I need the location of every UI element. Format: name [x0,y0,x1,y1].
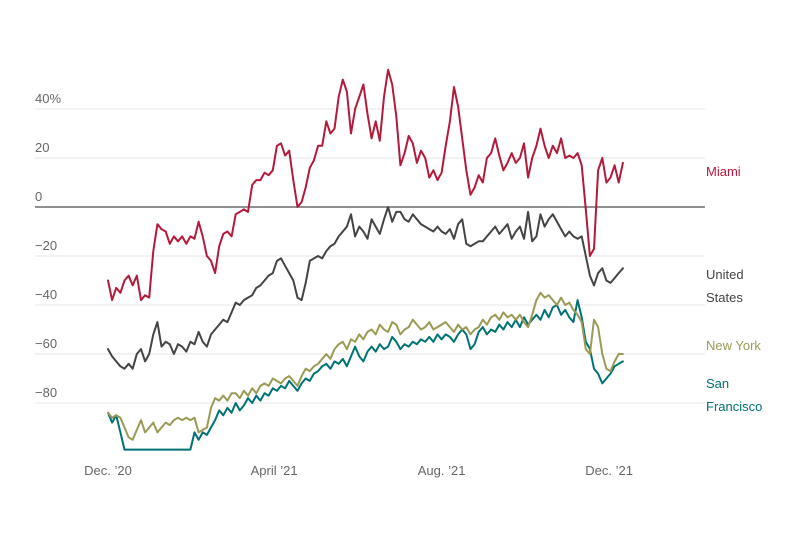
y-tick-label: 20 [35,140,49,155]
x-tick-label: April ’21 [251,463,298,478]
series-lines [107,68,624,451]
series-line-san-francisco [107,299,624,451]
y-tick-label: −20 [35,238,57,253]
series-line-new-york [107,291,624,441]
x-tick-label: Dec. ’21 [585,463,633,478]
series-label-san-francisco: San Francisco [706,376,762,414]
y-tick-label: −40 [35,287,57,302]
series-label-line: United [706,267,744,282]
series-label-line: San [706,376,729,391]
series-label-new-york: New York [706,338,761,353]
x-axis-ticks: Dec. ’20 April ’21 Aug. ’21 Dec. ’21 [84,463,633,478]
series-label-line: Miami [706,164,741,179]
series-label-united-states: United States [706,267,744,305]
y-axis-ticks: 40% 20 0 −20 −40 −60 −80 [35,91,61,400]
series-label-line: Francisco [706,399,762,414]
x-tick-label: Aug. ’21 [418,463,466,478]
series-label-line: New York [706,338,761,353]
x-tick-label: Dec. ’20 [84,463,132,478]
series-line-united-states [107,206,624,370]
series-label-line: States [706,290,743,305]
gridlines [35,108,705,404]
series-label-miami: Miami [706,164,741,179]
series-line-miami [107,68,624,302]
series-labels: Miami United States New York San Francisco [706,164,762,414]
y-tick-label: 0 [35,189,42,204]
y-tick-label: 40% [35,91,61,106]
y-tick-label: −80 [35,385,57,400]
y-tick-label: −60 [35,336,57,351]
